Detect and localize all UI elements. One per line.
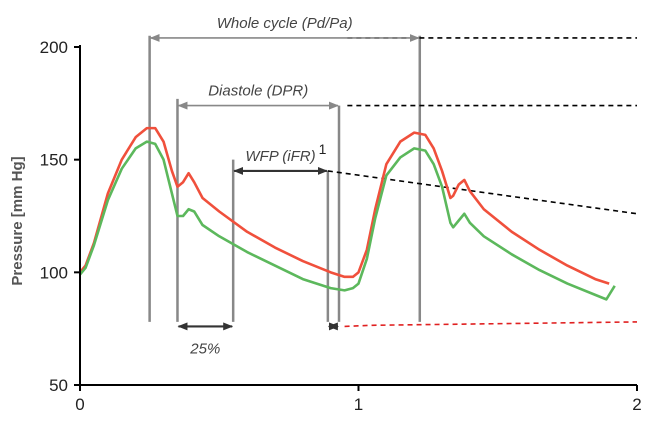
y-tick-label: 200	[40, 38, 68, 57]
y-axis-label: Pressure [mm Hg]	[9, 156, 26, 285]
x-tick-label: 2	[632, 395, 641, 414]
interval-label: 25%	[189, 340, 220, 357]
x-tick-label: 0	[75, 395, 84, 414]
series-lines	[78, 126, 616, 301]
dashed-lines	[327, 37, 638, 328]
axes: 50 100 150 200 0 1 2	[40, 38, 642, 414]
interval-label: Whole cycle (Pd/Pa)	[217, 15, 353, 32]
series-line-1	[78, 126, 610, 285]
interval-label: WFP (iFR)	[245, 148, 315, 165]
interval-label: Diastole (DPR)	[208, 83, 308, 100]
y-tick-label: 100	[40, 263, 68, 282]
series-line-2	[78, 140, 616, 301]
dashed-line	[327, 170, 638, 215]
dashed-line	[344, 321, 638, 328]
x-tick-label: 1	[354, 395, 363, 414]
interval-label-superscript: 1	[319, 141, 327, 157]
y-tick-label: 150	[40, 151, 68, 170]
marker-lines	[148, 35, 422, 322]
interval-arrows: Whole cycle (Pd/Pa) Diastole (DPR) WFP (iF…	[149, 15, 420, 357]
y-tick-label: 50	[49, 376, 68, 395]
